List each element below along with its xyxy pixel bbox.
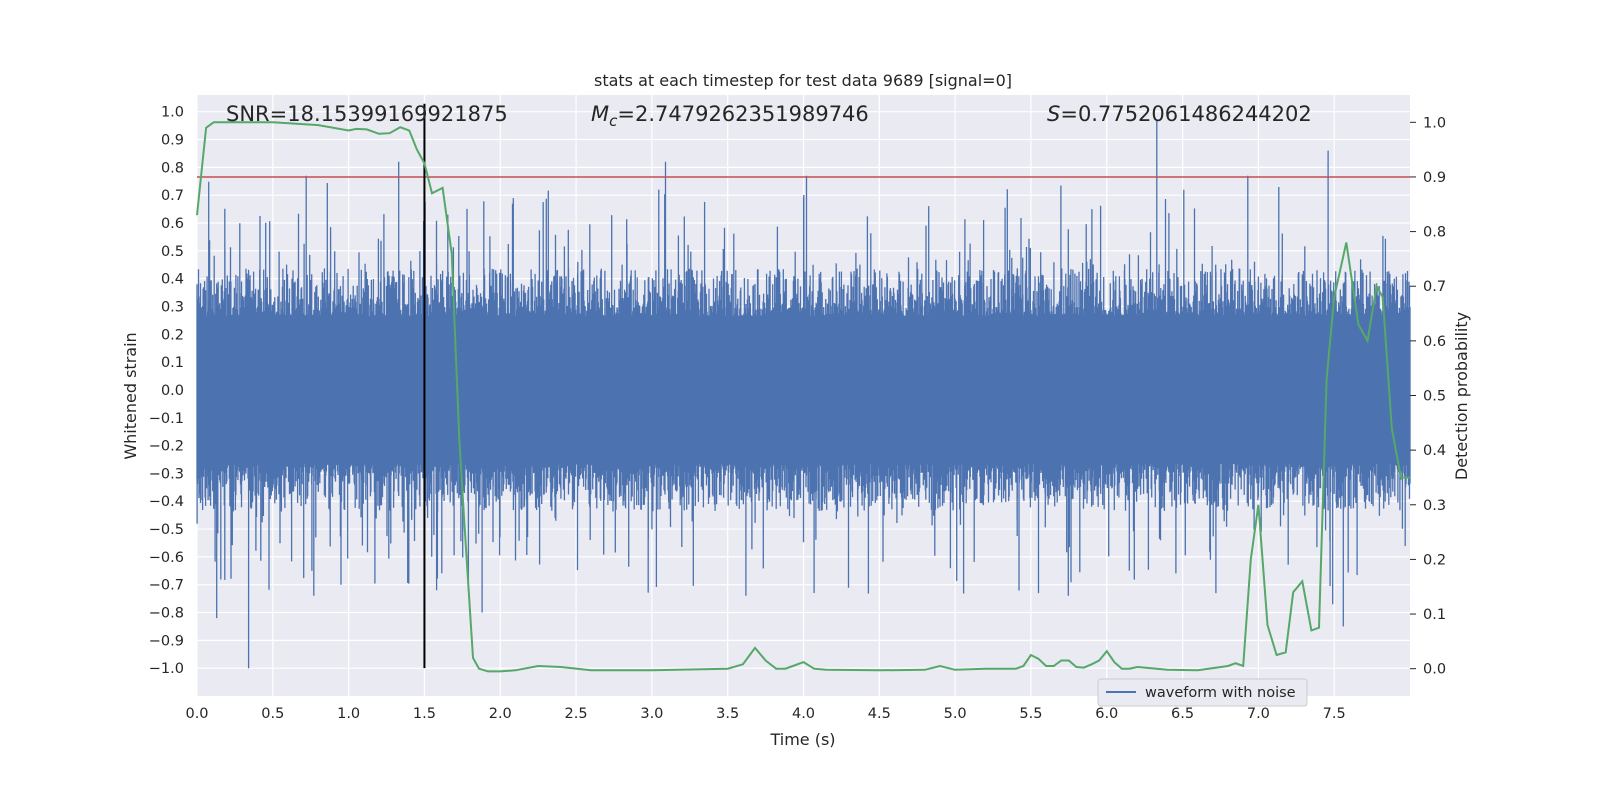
y-right-tick-label: 0.7 — [1423, 279, 1446, 295]
x-tick-label: 7.5 — [1323, 706, 1346, 722]
x-tick-label: 0.0 — [185, 706, 208, 722]
y-left-tick-label: −0.3 — [149, 466, 184, 482]
y-left-tick-label: 0.0 — [161, 383, 184, 399]
waveform-trace — [196, 120, 1411, 669]
x-tick-label: 1.5 — [413, 706, 436, 722]
x-tick-label: 2.5 — [565, 706, 588, 722]
waveform-series — [196, 120, 1411, 669]
x-tick-label: 6.5 — [1171, 706, 1194, 722]
y-right-tick-label: 0.9 — [1423, 170, 1446, 186]
y-left-tick-label: 0.5 — [161, 244, 184, 260]
y-left-tick-label: −0.6 — [149, 550, 184, 566]
y-left-tick-label: 0.9 — [161, 133, 184, 149]
y-right-axis-label: Detection probability — [1452, 312, 1471, 480]
x-tick-label: 2.0 — [489, 706, 512, 722]
x-tick-label: 0.5 — [261, 706, 284, 722]
legend: waveform with noise — [1097, 678, 1308, 707]
x-tick-label: 4.0 — [792, 706, 815, 722]
y-left-tick-label: 0.7 — [161, 188, 184, 204]
y-right-tick-label: 0.6 — [1423, 334, 1446, 350]
mc-subscript: c — [609, 112, 618, 130]
y-left-tick-label: −0.5 — [149, 522, 184, 538]
y-left-axis-label: Whitened strain — [121, 332, 140, 459]
x-tick-label: 1.0 — [337, 706, 360, 722]
y-left-tick-labels: 1.0 0.9 0.8 0.7 0.6 0.5 0.4 0.3 0.2 0.1 0.0 −0.1 −0.… — [149, 105, 184, 677]
mc-annotation: Mc=2.7479262351989746 — [591, 102, 869, 130]
x-tick-label: 3.0 — [640, 706, 663, 722]
y-left-tick-label: −0.9 — [149, 633, 184, 649]
y-left-tick-label: −0.8 — [149, 606, 184, 622]
x-tick-label: 7.0 — [1247, 706, 1270, 722]
y-right-tick-label: 0.4 — [1423, 443, 1446, 459]
y-right-tick-label: 0.3 — [1423, 498, 1446, 514]
snr-annotation: SNR=18.15399169921875 — [226, 102, 508, 126]
s-symbol: S — [1047, 102, 1060, 126]
legend-entry-waveform: waveform with noise — [1145, 685, 1296, 701]
y-left-tick-label: 0.1 — [161, 355, 184, 371]
y-left-tick-label: 1.0 — [161, 105, 184, 121]
x-axis-label: Time (s) — [769, 730, 835, 749]
y-left-tick-label: 0.2 — [161, 327, 184, 343]
y-left-tick-label: 0.4 — [161, 272, 184, 288]
x-tick-label: 4.5 — [868, 706, 891, 722]
y-left-tick-label: −1.0 — [149, 661, 184, 677]
x-tick-labels: 0.0 0.5 1.0 1.5 2.0 2.5 3.0 3.5 4.0 4.5 5.0 5.5 6.0 6… — [185, 706, 1345, 722]
s-value: =0.7752061486244202 — [1060, 102, 1311, 126]
y-left-tick-label: −0.2 — [149, 439, 184, 455]
y-left-tick-label: 0.6 — [161, 216, 184, 232]
detection-probability-line — [196, 121, 1410, 673]
s-annotation: S=0.7752061486244202 — [1047, 102, 1312, 126]
y-left-tick-label: −0.7 — [149, 578, 184, 594]
y-left-tick-label: −0.4 — [149, 494, 184, 510]
y-right-tick-label: 0.8 — [1423, 225, 1446, 241]
x-tick-label: 5.0 — [944, 706, 967, 722]
y-right-tick-label: 0.5 — [1423, 389, 1446, 405]
mc-value: =2.7479262351989746 — [617, 102, 868, 126]
y-right-tick-label: 0.1 — [1423, 607, 1446, 623]
y-right-tick-labels: 1.0 0.9 0.8 0.7 0.6 0.5 0.4 0.3 0.2 0.1 0.0 — [1410, 115, 1446, 678]
chart-title: stats at each timestep for test data 968… — [594, 71, 1012, 90]
x-tick-label: 6.0 — [1095, 706, 1118, 722]
x-tick-label: 5.5 — [1019, 706, 1042, 722]
legend-box — [1097, 678, 1308, 707]
x-tick-label: 3.5 — [716, 706, 739, 722]
y-left-tick-label: 0.8 — [161, 160, 184, 176]
y-left-tick-label: −0.1 — [149, 411, 184, 427]
y-right-tick-label: 0.2 — [1423, 552, 1446, 568]
mc-symbol: M — [591, 102, 609, 126]
y-left-tick-label: 0.3 — [161, 299, 184, 315]
y-right-tick-label: 1.0 — [1423, 115, 1446, 131]
y-right-tick-label: 0.0 — [1423, 662, 1446, 678]
